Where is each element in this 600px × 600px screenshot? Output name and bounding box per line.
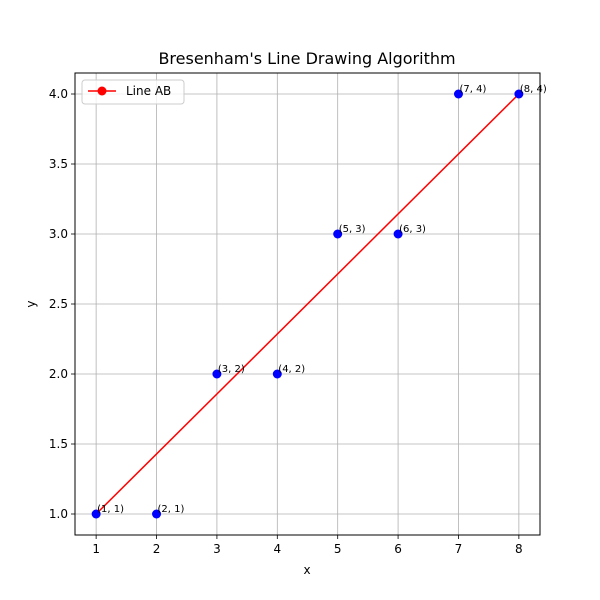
y-tick-label: 1.0	[49, 507, 68, 521]
data-point-label: (3, 2)	[218, 364, 245, 375]
data-point	[514, 89, 524, 99]
data-point	[333, 229, 343, 239]
y-tick-label: 3.5	[49, 157, 68, 171]
chart-title: Bresenham's Line Drawing Algorithm	[158, 49, 455, 68]
data-point	[212, 369, 222, 379]
data-point	[393, 229, 403, 239]
data-point-label: (6, 3)	[399, 224, 426, 235]
y-tick-label: 3.0	[49, 227, 68, 241]
legend-box	[81, 79, 185, 105]
data-point	[453, 89, 463, 99]
y-tick-label: 2.0	[49, 367, 68, 381]
legend-marker-swatch	[97, 86, 107, 96]
data-point-label: (8, 4)	[520, 84, 547, 95]
y-tick-label: 2.5	[49, 297, 68, 311]
x-tick-label: 3	[213, 542, 221, 556]
data-point-label: (2, 1)	[158, 504, 185, 515]
data-point-label: (5, 3)	[339, 224, 366, 235]
data-point-label: (4, 2)	[278, 364, 305, 375]
line-ab	[95, 93, 520, 515]
legend-label: Line AB	[126, 84, 171, 98]
legend: Line AB	[81, 79, 185, 105]
x-tick-label: 4	[273, 542, 281, 556]
x-axis-label: x	[303, 563, 310, 577]
ticks: 1 2 3 4 5 6 7 8 1.0 1.5 2.0 2.5 3.0 3.5 4.0	[49, 87, 523, 556]
y-tick-label: 4.0	[49, 87, 68, 101]
x-tick-label: 5	[334, 542, 342, 556]
data-point	[152, 509, 162, 519]
data-point-label: (7, 4)	[459, 84, 486, 95]
data-point-label: (1, 1)	[97, 504, 124, 515]
x-tick-label: 1	[92, 542, 100, 556]
y-tick-label: 1.5	[49, 437, 68, 451]
y-axis-label: y	[24, 300, 38, 307]
x-tick-label: 7	[455, 542, 463, 556]
plot-area: (1, 1) (2, 1) (3, 2) (4, 2) (5, 3) (6, 3) (7, …	[91, 84, 547, 519]
data-point	[272, 369, 282, 379]
x-tick-label: 2	[153, 542, 161, 556]
x-tick-label: 6	[394, 542, 402, 556]
data-point	[91, 509, 101, 519]
x-tick-label: 8	[515, 542, 523, 556]
